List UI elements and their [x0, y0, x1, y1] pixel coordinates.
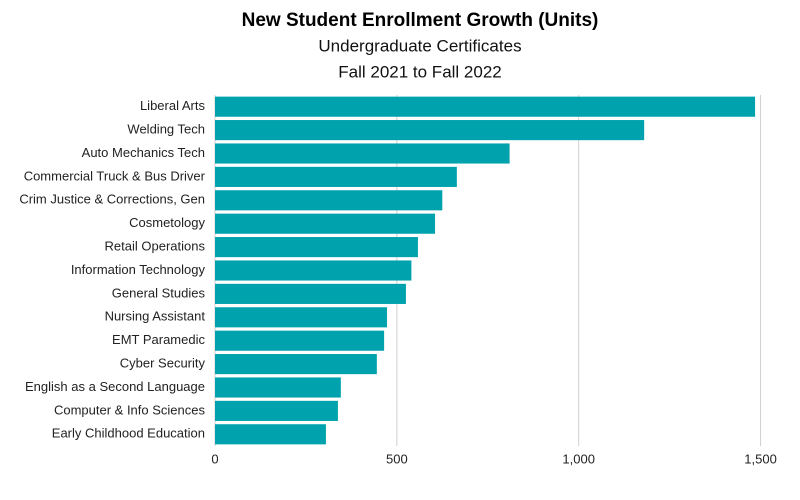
bar: [215, 213, 436, 234]
bar: [215, 283, 406, 304]
bar: [215, 96, 756, 117]
y-tick-label: Cyber Security: [120, 356, 206, 371]
bar: [215, 307, 388, 328]
chart-subtitle: Fall 2021 to Fall 2022: [338, 62, 502, 81]
y-tick-label: Liberal Arts: [140, 98, 206, 113]
bar: [215, 354, 377, 375]
bar: [215, 400, 338, 421]
y-tick-label: Nursing Assistant: [105, 309, 206, 324]
bar: [215, 143, 510, 164]
bar: [215, 120, 645, 141]
bar: [215, 424, 326, 445]
y-tick-label: Computer & Info Sciences: [54, 402, 206, 417]
y-tick-label: Cosmetology: [129, 215, 205, 230]
y-tick-label: English as a Second Language: [25, 379, 205, 394]
chart-subtitle: Undergraduate Certificates: [318, 36, 521, 55]
y-tick-label: Retail Operations: [105, 239, 206, 254]
x-tick-label: 0: [211, 451, 218, 466]
bar: [215, 377, 341, 398]
x-tick-label: 500: [386, 451, 408, 466]
y-tick-label: Commercial Truck & Bus Driver: [24, 168, 206, 183]
y-tick-label: Welding Tech: [127, 122, 205, 137]
bar: [215, 330, 385, 351]
chart-title: New Student Enrollment Growth (Units): [242, 10, 599, 31]
x-tick-label: 1,000: [562, 451, 595, 466]
bar: [215, 260, 412, 281]
x-tick-label: 1,500: [744, 451, 777, 466]
bar: [215, 237, 418, 258]
y-tick-label: Crim Justice & Corrections, Gen: [19, 192, 205, 207]
y-tick-label: Information Technology: [71, 262, 206, 277]
y-tick-label: EMT Paramedic: [112, 332, 205, 347]
y-tick-label: Auto Mechanics Tech: [82, 145, 205, 160]
bar: [215, 166, 457, 187]
y-tick-label: Early Childhood Education: [52, 426, 205, 441]
y-tick-label: General Studies: [112, 285, 206, 300]
bar: [215, 190, 443, 211]
